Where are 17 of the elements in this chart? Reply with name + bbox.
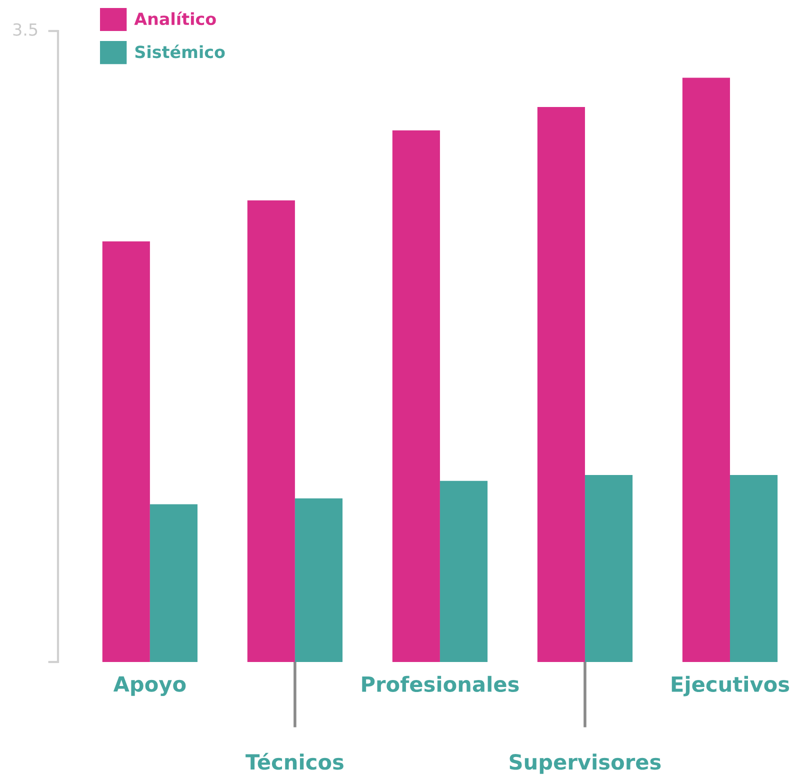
bar — [537, 106, 585, 662]
bar — [247, 200, 295, 662]
bar — [294, 498, 343, 662]
bar — [440, 480, 488, 662]
bar — [150, 504, 198, 662]
bar — [102, 241, 150, 662]
x-tick-label: Supervisores — [510, 754, 661, 774]
bar — [584, 475, 633, 662]
bar — [392, 130, 440, 662]
x-tick-label: Técnicos — [246, 752, 344, 770]
bar — [682, 78, 730, 662]
x-tick-label: Ejecutivos — [672, 676, 790, 696]
bar — [730, 475, 778, 662]
x-tick-label: Profesionales — [362, 676, 519, 692]
legend-label: Analítico — [134, 12, 216, 26]
legend-label: Sistémico — [135, 44, 225, 58]
x-tick-label: Apoyo — [113, 676, 186, 696]
